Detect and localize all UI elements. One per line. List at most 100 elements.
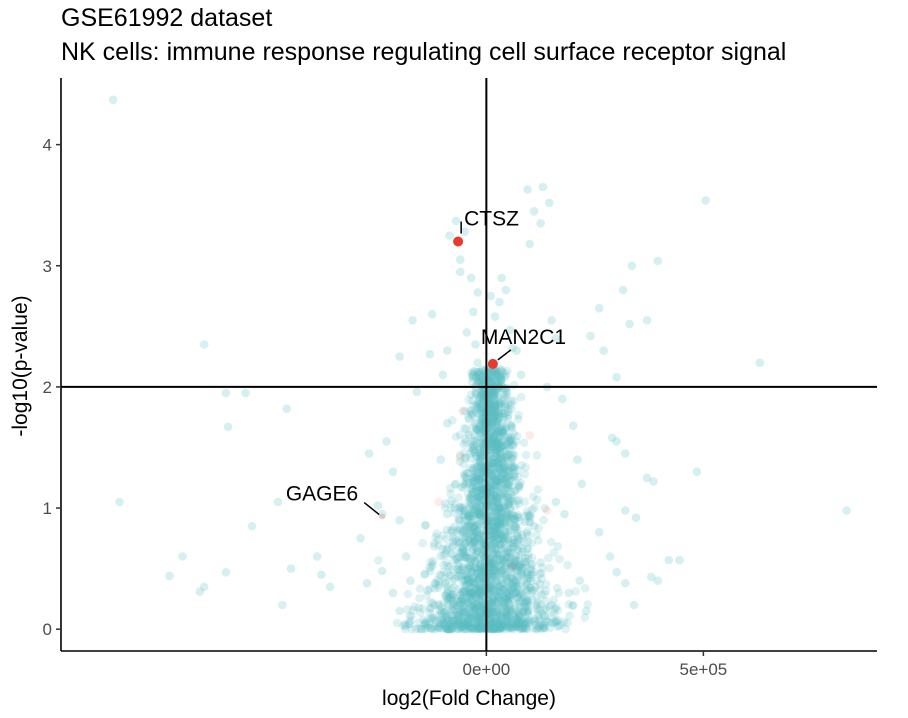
data-point <box>471 543 481 553</box>
data-point <box>517 616 527 626</box>
data-point <box>460 620 470 629</box>
data-point <box>502 552 511 562</box>
data-point <box>509 582 518 592</box>
data-point <box>472 505 481 515</box>
data-point <box>470 468 480 478</box>
data-point <box>510 584 520 593</box>
data-point <box>535 605 544 614</box>
data-point <box>474 532 484 542</box>
data-point <box>495 482 504 492</box>
data-point <box>467 610 477 619</box>
data-point <box>486 291 496 301</box>
data-point <box>487 383 497 393</box>
data-point <box>474 508 484 517</box>
data-point <box>474 583 484 592</box>
data-point <box>420 624 429 634</box>
data-point <box>461 596 470 605</box>
data-point <box>515 517 525 526</box>
data-point <box>407 624 416 634</box>
data-point <box>520 602 529 612</box>
data-point <box>247 521 257 531</box>
data-point <box>489 391 498 401</box>
highlighted-point-man2c1 <box>487 358 498 369</box>
data-point <box>472 408 481 418</box>
data-point <box>486 505 495 515</box>
data-point <box>491 458 500 468</box>
data-point <box>489 386 499 396</box>
data-point <box>464 414 474 424</box>
data-point <box>489 484 498 494</box>
data-point <box>470 447 479 457</box>
data-point <box>509 544 518 553</box>
data-point <box>491 476 500 486</box>
data-point <box>476 512 486 521</box>
data-point <box>447 624 457 634</box>
data-point <box>498 585 508 594</box>
data-point <box>489 501 499 511</box>
data-point <box>478 463 488 473</box>
data-point <box>461 437 471 447</box>
data-point <box>560 509 569 519</box>
data-point <box>485 433 494 443</box>
data-point <box>520 598 529 608</box>
data-point <box>473 564 482 573</box>
data-point <box>522 597 531 607</box>
data-point <box>511 486 520 495</box>
data-point <box>434 622 444 631</box>
data-point <box>488 564 498 573</box>
data-point <box>487 491 496 500</box>
data-point <box>467 491 477 501</box>
data-point <box>195 587 205 596</box>
data-point <box>509 469 519 479</box>
data-point <box>447 584 456 593</box>
data-point <box>547 537 556 547</box>
data-point <box>502 391 512 401</box>
data-point <box>472 592 481 602</box>
data-point <box>448 416 457 425</box>
data-point <box>486 376 495 386</box>
data-point <box>490 373 500 383</box>
data-point <box>325 582 335 592</box>
data-point <box>599 346 608 355</box>
data-point <box>488 602 497 612</box>
data-point <box>452 600 461 610</box>
data-point <box>487 423 497 433</box>
data-point <box>519 618 529 627</box>
data-point <box>468 488 478 497</box>
data-point <box>515 611 524 621</box>
data-point <box>442 558 451 567</box>
data-point <box>492 534 502 543</box>
data-point <box>499 519 508 528</box>
data-point <box>547 316 556 325</box>
data-point <box>475 573 484 583</box>
data-point <box>490 391 499 400</box>
data-point <box>539 515 548 525</box>
data-point <box>488 532 498 542</box>
data-point <box>488 434 498 444</box>
data-point <box>514 499 523 509</box>
data-point <box>501 372 510 382</box>
data-point <box>437 609 447 618</box>
data-point <box>414 603 424 613</box>
data-point <box>490 524 500 533</box>
data-point <box>436 611 446 620</box>
data-point <box>495 515 505 524</box>
data-point <box>434 578 444 587</box>
data-point <box>477 612 487 622</box>
data-point <box>474 519 483 529</box>
data-point <box>504 482 514 491</box>
data-point <box>496 513 506 522</box>
data-point <box>493 429 502 438</box>
data-point <box>522 607 531 616</box>
data-point <box>490 584 500 594</box>
data-point <box>467 410 477 420</box>
data-point <box>485 616 495 625</box>
data-point <box>467 566 477 576</box>
data-point <box>472 593 481 603</box>
data-point <box>529 616 539 625</box>
data-point <box>490 504 500 514</box>
data-point <box>487 597 497 607</box>
data-point <box>514 562 524 572</box>
data-point <box>493 624 503 633</box>
data-point <box>460 530 470 539</box>
